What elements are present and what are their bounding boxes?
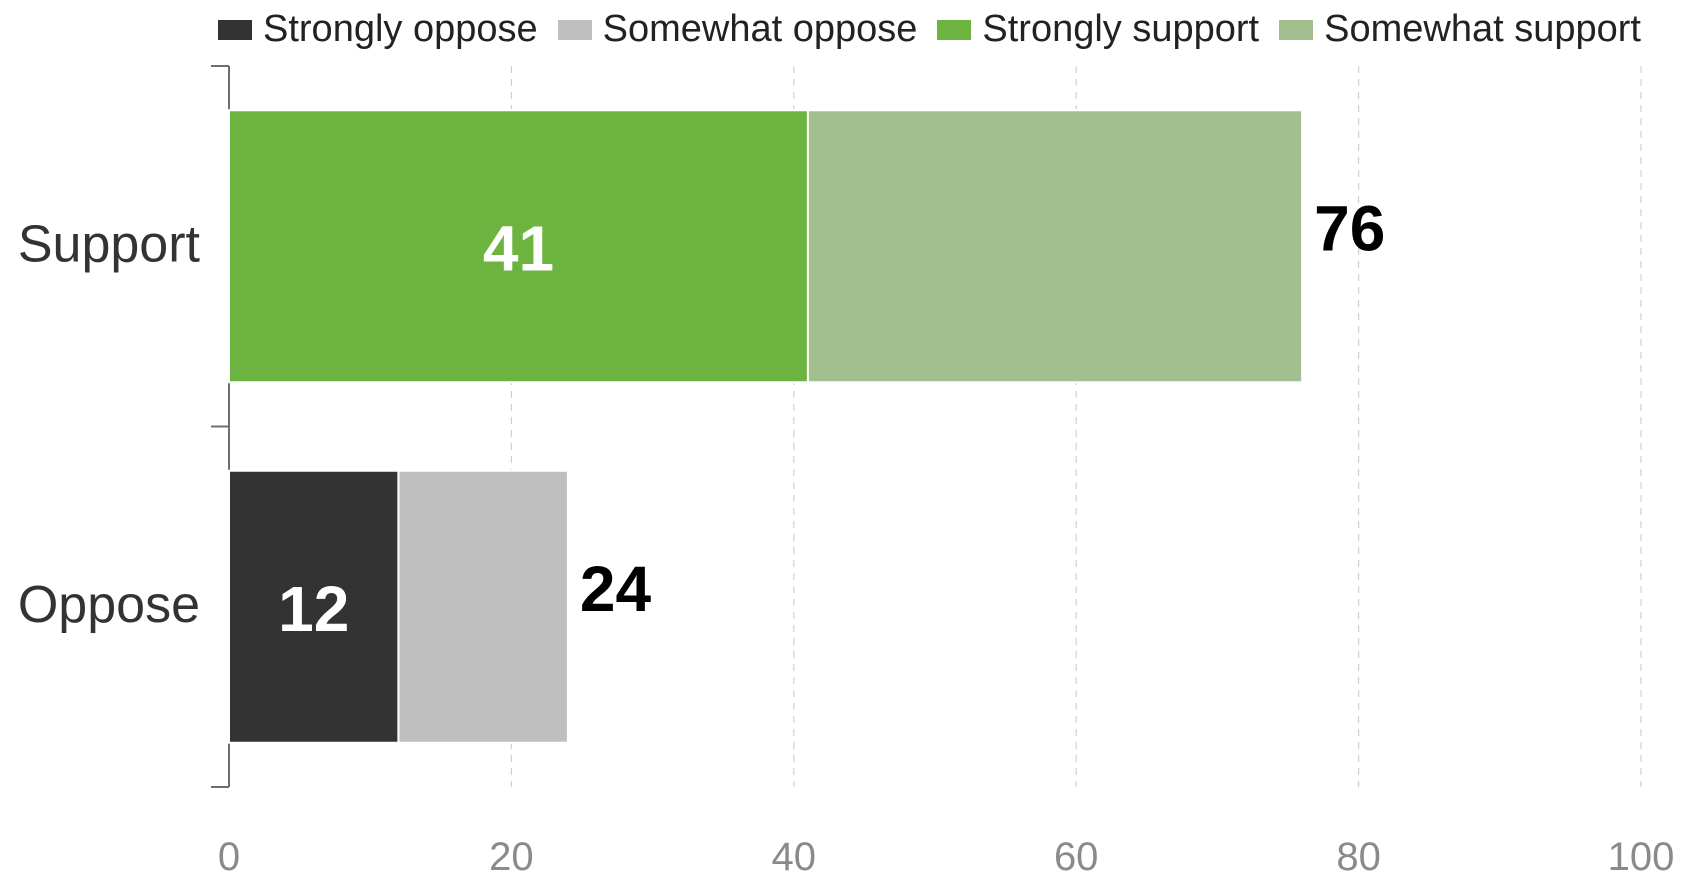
x-tick-label-20: 20 — [489, 835, 534, 873]
legend-swatch-strongly-support — [937, 19, 972, 40]
legend-swatch-strongly-oppose — [218, 19, 252, 40]
legend-label-somewhat-oppose: Somewhat oppose — [602, 8, 918, 50]
total-label-support: 76 — [1314, 192, 1385, 264]
legend-label-strongly-oppose: Strongly oppose — [263, 8, 538, 50]
legend-item-strongly-support: Strongly support — [937, 8, 1259, 51]
bar-oppose-somewhat-oppose — [397, 469, 569, 744]
total-label-oppose: 24 — [580, 553, 652, 625]
legend-label-somewhat-support: Somewhat support — [1324, 8, 1641, 50]
legend-swatch-somewhat-oppose — [557, 19, 592, 40]
x-tick-label-40: 40 — [772, 835, 817, 873]
x-tick-label-60: 60 — [1054, 835, 1099, 873]
bar-support-strongly-support — [228, 109, 809, 384]
legend-item-strongly-oppose: Strongly oppose — [218, 8, 538, 51]
segment-label-oppose-strongly-oppose: 12 — [278, 573, 349, 645]
category-label-support: Support — [18, 215, 201, 273]
bar-support-somewhat-support — [806, 109, 1304, 384]
legend-swatch-somewhat-support — [1279, 19, 1314, 40]
segment-label-support-strongly-support: 41 — [483, 212, 554, 284]
legend-item-somewhat-support: Somewhat support — [1279, 8, 1641, 51]
x-tick-label-100: 100 — [1608, 835, 1675, 873]
legend-item-somewhat-oppose: Somewhat oppose — [557, 8, 918, 51]
legend-label-strongly-support: Strongly support — [982, 8, 1260, 50]
x-tick-label-80: 80 — [1336, 835, 1381, 873]
bar-oppose-strongly-oppose — [228, 469, 400, 744]
category-label-oppose: Oppose — [18, 576, 200, 634]
x-tick-label-0: 0 — [218, 835, 240, 873]
legend: Strongly oppose Somewhat oppose Strongly… — [218, 8, 1641, 51]
